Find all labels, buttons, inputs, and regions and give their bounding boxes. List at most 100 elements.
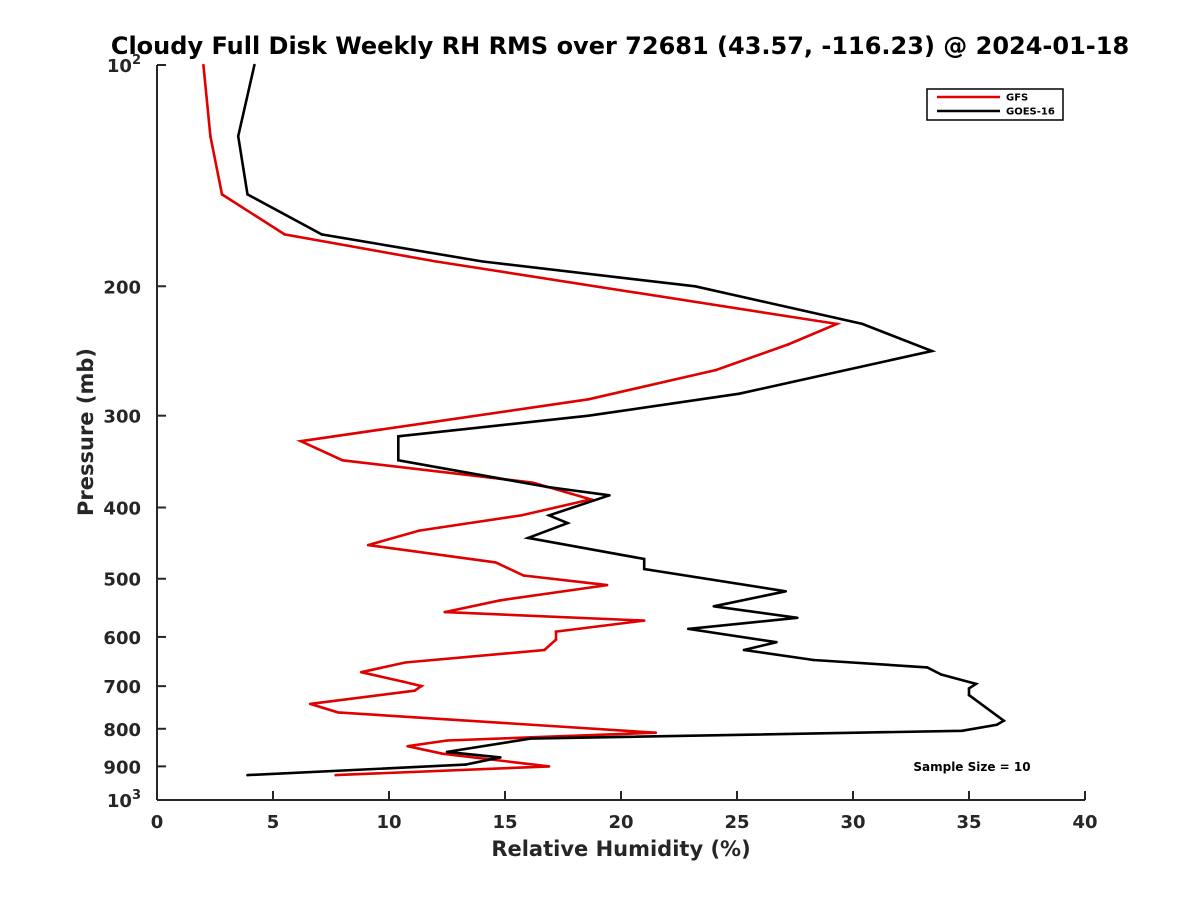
data-point-gfs (554, 638, 558, 641)
series-layer (202, 63, 1007, 777)
data-point-goes16 (480, 260, 484, 263)
y-tick-label: 102 (107, 53, 141, 77)
data-point-gfs (786, 343, 790, 346)
y-tick-label: 500 (103, 570, 141, 591)
chart-title: Cloudy Full Disk Weekly RH RMS over 7268… (111, 32, 1129, 60)
data-point-gfs (519, 514, 523, 517)
data-point-gfs (202, 63, 205, 67)
data-point-goes16 (396, 458, 400, 462)
y-tick-label: 700 (103, 677, 141, 698)
data-point-goes16 (526, 536, 530, 540)
data-point-goes16 (445, 750, 449, 754)
y-tick-label-base: 300 (103, 407, 141, 428)
x-tick-label: 30 (840, 812, 865, 833)
data-point-goes16 (246, 773, 249, 777)
data-point-goes16 (587, 414, 590, 417)
data-point-gfs (336, 711, 340, 714)
data-point-goes16 (547, 514, 551, 517)
data-point-gfs (341, 458, 344, 462)
data-point-gfs (366, 543, 370, 547)
data-point-goes16 (236, 134, 240, 138)
data-point-gfs (434, 260, 437, 263)
data-point-goes16 (995, 723, 999, 727)
y-tick-label-base: 800 (103, 720, 141, 741)
data-point-goes16 (930, 349, 934, 353)
data-point-gfs (522, 574, 525, 577)
x-ticks: 0 5 10 15 20 25 30 35 40 (151, 791, 1098, 833)
data-point-goes16 (925, 666, 929, 669)
legend-box (926, 88, 1064, 121)
y-tick-label: 300 (103, 407, 141, 428)
y-tick-label-base: 200 (103, 277, 141, 298)
data-point-goes16 (967, 687, 971, 690)
data-point-gfs (308, 702, 312, 706)
x-tick-label: 40 (1072, 812, 1097, 833)
data-point-gfs (417, 529, 421, 532)
x-tick-label: 35 (956, 812, 981, 833)
data-point-goes16 (939, 673, 943, 676)
legend-label-gfs: GFS (1006, 93, 1028, 104)
data-point-goes16 (812, 658, 815, 662)
data-point-goes16 (693, 284, 697, 288)
y-tick-label-base: 600 (103, 628, 141, 649)
x-axis-label: Relative Humidity (%) (491, 837, 750, 861)
data-point-gfs (499, 599, 502, 602)
data-point-goes16 (742, 648, 746, 652)
data-point-gfs (543, 648, 546, 652)
data-point-gfs (554, 630, 558, 633)
data-point-goes16 (642, 567, 646, 571)
data-point-goes16 (253, 63, 256, 67)
data-point-gfs (445, 739, 449, 742)
data-point-gfs (220, 193, 224, 196)
data-point-gfs (209, 134, 212, 138)
x-tick-label: 25 (724, 812, 749, 833)
data-point-goes16 (608, 494, 611, 497)
y-tick-label-base: 10 (107, 791, 132, 812)
data-point-gfs (334, 773, 337, 777)
data-point-gfs (359, 670, 363, 674)
x-tick-label: 20 (608, 812, 633, 833)
data-point-goes16 (712, 604, 716, 608)
data-point-gfs (299, 439, 303, 443)
data-point-goes16 (529, 737, 532, 740)
data-point-gfs (401, 680, 405, 683)
data-point-goes16 (499, 756, 502, 759)
y-tick-label-base: 10 (107, 56, 132, 77)
data-point-gfs (420, 684, 423, 688)
y-tick-label-base: 500 (103, 570, 141, 591)
data-point-gfs (547, 765, 551, 768)
data-point-gfs (587, 398, 590, 401)
data-point-gfs (494, 561, 498, 564)
data-point-goes16 (545, 485, 549, 489)
data-point-gfs (642, 619, 646, 622)
sample-size-annotation: Sample Size = 10 (913, 760, 1030, 774)
y-tick-label: 800 (103, 720, 141, 741)
data-point-gfs (403, 661, 407, 664)
data-point-goes16 (784, 589, 788, 593)
y-tick-label-base: 900 (103, 757, 141, 778)
x-tick-label: 15 (492, 812, 517, 833)
data-point-goes16 (246, 193, 249, 196)
x-tick-label: 10 (376, 812, 401, 833)
y-tick-label: 900 (103, 757, 141, 778)
data-point-gfs (441, 752, 444, 756)
data-point-goes16 (464, 763, 467, 766)
data-point-goes16 (566, 521, 569, 525)
y-tick-label-exponent: 2 (132, 53, 141, 68)
y-tick-label: 200 (103, 277, 141, 298)
series-line-gfs (202, 64, 842, 777)
data-point-goes16 (860, 322, 864, 326)
y-tick-label: 400 (103, 499, 141, 520)
data-point-gfs (413, 689, 416, 692)
y-tick-label-base: 700 (103, 677, 141, 698)
data-point-goes16 (1002, 719, 1006, 722)
y-tick-label-base: 400 (103, 499, 141, 520)
x-tick-label: 0 (151, 812, 164, 833)
data-point-gfs (714, 368, 718, 372)
data-point-goes16 (396, 434, 400, 438)
data-point-goes16 (320, 233, 324, 236)
y-tick-label: 600 (103, 628, 141, 649)
data-point-goes16 (967, 693, 971, 697)
